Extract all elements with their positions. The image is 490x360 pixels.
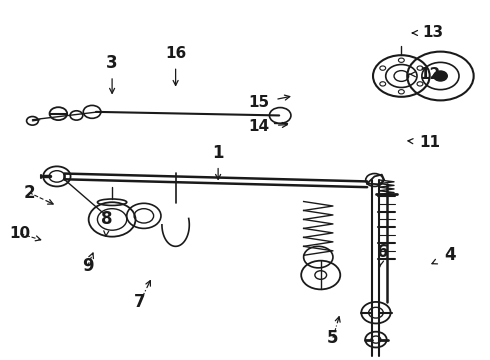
Text: 15: 15 xyxy=(248,95,269,111)
Text: 8: 8 xyxy=(101,211,113,229)
Circle shape xyxy=(434,71,447,81)
Text: 1: 1 xyxy=(212,144,224,162)
Text: 13: 13 xyxy=(422,26,443,40)
Text: 9: 9 xyxy=(82,257,94,275)
Text: 4: 4 xyxy=(444,246,456,264)
Text: 7: 7 xyxy=(134,293,146,311)
Text: 11: 11 xyxy=(419,135,440,150)
Text: 2: 2 xyxy=(23,184,35,202)
Text: 12: 12 xyxy=(419,67,441,82)
Text: 5: 5 xyxy=(327,329,339,347)
Text: 3: 3 xyxy=(106,54,118,72)
Text: 6: 6 xyxy=(377,243,389,261)
Text: 14: 14 xyxy=(248,119,269,134)
Text: 16: 16 xyxy=(165,46,186,61)
Text: 10: 10 xyxy=(10,226,31,241)
